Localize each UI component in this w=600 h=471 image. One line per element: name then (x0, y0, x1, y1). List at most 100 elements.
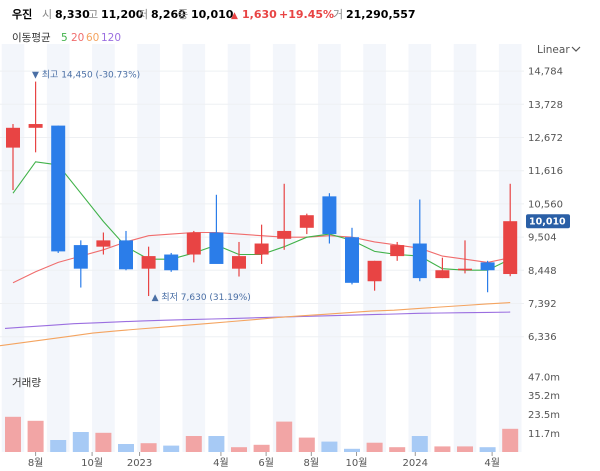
volume-tick-label: 35.2m (528, 391, 560, 402)
change-value: 1,630 (242, 8, 277, 21)
last-price-tag: 10,010 (526, 214, 570, 229)
candle (435, 257, 450, 279)
candle-body (367, 260, 382, 282)
close-value: 10,010 (191, 8, 234, 21)
volume-bars (5, 416, 519, 452)
volume-bar (411, 436, 428, 452)
volume-tick-label: 11.7m (528, 429, 560, 440)
volume-bar (298, 437, 315, 452)
candle (209, 194, 224, 264)
y-tick-label: 13,728 (528, 100, 563, 111)
candle-body (503, 221, 518, 275)
y-tick-label: 11,616 (528, 166, 563, 177)
low-value: 8,260 (151, 8, 186, 21)
change-percent: +19.45% (279, 8, 334, 21)
last-price-label: 10,010 (529, 217, 566, 228)
volume-value: 21,290,557 (346, 8, 416, 21)
candle (28, 81, 43, 153)
candle-body (186, 232, 201, 255)
volume-bar (163, 445, 180, 452)
high-marker-label: ▼ 최고 14,450 (-30.73%) (32, 70, 140, 81)
candle-body (412, 243, 427, 279)
volume-bar (253, 444, 270, 452)
candle-body (277, 230, 292, 239)
candle-body (96, 240, 111, 247)
candle-body (73, 245, 88, 269)
candle-body (390, 245, 405, 257)
x-axis: 8월 10월 2023 4월 6월 8월 10월 2024 4월 (28, 452, 500, 469)
scale-selector[interactable]: Linear (537, 44, 581, 56)
high-value: 11,200 (101, 8, 144, 21)
candle-body (480, 262, 495, 271)
x-tick-label: 6월 (258, 457, 274, 469)
candle-body (119, 240, 133, 270)
ma-legend-60[interactable]: 60 (86, 32, 99, 44)
time-band (318, 44, 341, 452)
candle-body (6, 127, 20, 148)
time-band (363, 44, 386, 452)
candle-body (435, 270, 450, 279)
candle-body (141, 256, 156, 269)
candle (232, 241, 246, 277)
volume-bar (457, 446, 473, 452)
chevron-down-icon[interactable] (571, 46, 581, 52)
ma-legend-5[interactable]: 5 (61, 32, 68, 44)
candle (345, 227, 359, 285)
y-tick-label: 12,672 (528, 133, 563, 144)
volume-bar (231, 447, 247, 452)
volume-bar (50, 440, 67, 452)
ma60-line (0, 302, 511, 347)
close-label: 종 (178, 8, 188, 21)
y-axis: 14,784 13,728 12,672 11,616 10,560 9,504 8,448… (528, 67, 563, 440)
candle (412, 199, 427, 282)
candle (164, 252, 179, 272)
y-tick-label: 7,392 (528, 299, 557, 310)
x-tick-label: 10월 (346, 457, 368, 469)
candle (480, 260, 495, 293)
x-tick-label: 2023 (127, 458, 152, 469)
volume-bar (276, 421, 293, 452)
y-tick-label: 8,448 (528, 266, 557, 277)
candle (186, 230, 201, 263)
open-value: 8,330 (55, 8, 90, 21)
candle (51, 125, 66, 253)
candle (390, 241, 405, 261)
volume-bar (72, 432, 89, 452)
y-grid (0, 70, 524, 338)
candle-body (164, 254, 179, 271)
ma-legend-20[interactable]: 20 (71, 32, 84, 44)
ma-legend-120[interactable]: 120 (101, 32, 121, 44)
last-price-tag-bg (526, 214, 570, 229)
x-tick-label: 10월 (81, 457, 103, 469)
volume-bar (27, 420, 44, 452)
x-tick-label: 8월 (28, 457, 44, 469)
volume-panel-title: 거래량 (12, 377, 41, 389)
ma-legend-title: 이동평균 (12, 32, 51, 44)
candle-body (28, 124, 43, 128)
y-tick-label: 6,336 (528, 332, 557, 343)
candle-body (345, 237, 359, 283)
volume-bar (185, 436, 202, 452)
candle (299, 213, 314, 235)
candle-body (51, 125, 66, 252)
volume-tick-label: 47.0m (528, 372, 560, 383)
volume-bar (502, 428, 519, 452)
volume-bar (434, 446, 451, 452)
candle-body (254, 243, 269, 255)
volume-bar (140, 443, 157, 452)
candle (458, 240, 472, 274)
candle (73, 240, 88, 288)
volume-bar (95, 432, 112, 452)
scale-selector-label[interactable]: Linear (537, 44, 570, 56)
candle-body (299, 215, 314, 228)
candle (277, 183, 292, 250)
x-tick-label: 4월 (213, 457, 229, 469)
candle (96, 232, 111, 255)
volume-bar (389, 447, 406, 452)
candle (254, 224, 269, 264)
volume-bar (5, 416, 21, 452)
volume-bar (479, 447, 496, 452)
low-label: 저 (138, 8, 148, 21)
volume-bar (321, 441, 338, 452)
